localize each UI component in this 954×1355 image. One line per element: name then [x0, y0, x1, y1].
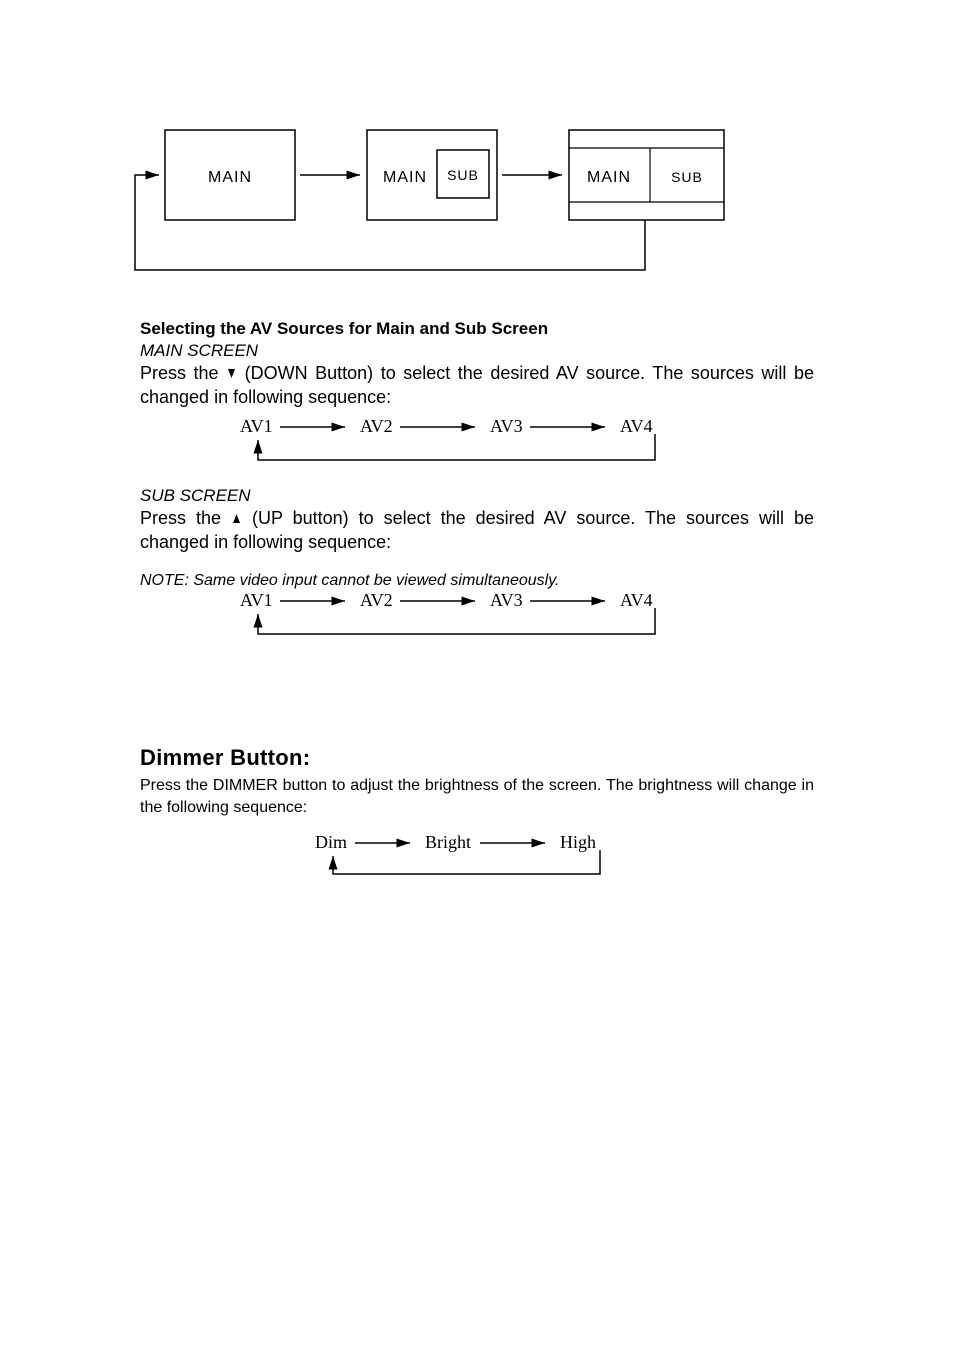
screen-box-3-main-label: MAIN	[587, 169, 631, 186]
main-screen-text: Press the (DOWN Button) to select the de…	[140, 361, 814, 410]
screen-box-3-sub-label: SUB	[671, 169, 703, 185]
av-main-item-3: AV3	[490, 416, 523, 436]
dimmer-text: Press the DIMMER button to adjust the br…	[140, 775, 814, 818]
note-text: NOTE: Same video input cannot be viewed …	[140, 572, 814, 590]
screen-box-3: MAIN SUB	[569, 130, 724, 220]
sub-screen-text: Press the (UP button) to select the desi…	[140, 506, 814, 555]
up-arrow-icon	[231, 512, 242, 525]
screen-box-2-main-label: MAIN	[383, 169, 427, 186]
screen-box-1: MAIN	[165, 130, 295, 220]
av-main-item-2: AV2	[360, 416, 393, 436]
av-sub-item-3: AV3	[490, 590, 523, 610]
av-main-item-4: AV4	[620, 416, 653, 436]
screen-layout-diagram: MAIN MAIN SUB MAIN SUB	[105, 120, 805, 315]
av-sequence-main-diagram: AV1 AV2 AV3 AV4	[220, 416, 740, 476]
sub-screen-label: SUB SCREEN	[140, 486, 814, 506]
dimmer-item-2: Bright	[425, 832, 471, 852]
av-sequence-sub-diagram: AV1 AV2 AV3 AV4	[220, 590, 740, 650]
dimmer-heading: Dimmer Button:	[140, 745, 814, 771]
dimmer-item-1: Dim	[315, 832, 347, 852]
av-sub-item-2: AV2	[360, 590, 393, 610]
av-main-item-1: AV1	[240, 416, 273, 436]
screen-box-2-sub-label: SUB	[447, 167, 479, 183]
av-sub-item-4: AV4	[620, 590, 653, 610]
screen-box-2: MAIN SUB	[367, 130, 497, 220]
av-sub-item-1: AV1	[240, 590, 273, 610]
dimmer-sequence-diagram: Dim Bright High	[300, 832, 700, 892]
dimmer-item-3: High	[560, 832, 596, 852]
section-heading-av-sources: Selecting the AV Sources for Main and Su…	[140, 319, 814, 339]
screen-box-1-label: MAIN	[208, 169, 252, 186]
main-screen-label: MAIN SCREEN	[140, 341, 814, 361]
down-arrow-icon	[226, 367, 237, 380]
